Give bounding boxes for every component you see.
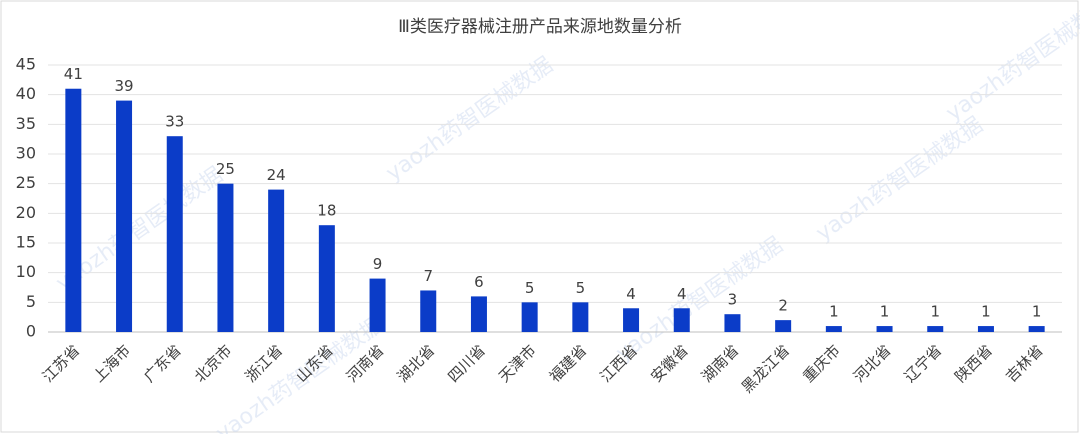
- y-tick-label: 5: [26, 292, 36, 311]
- bar: [977, 326, 994, 332]
- y-tick-label: 25: [16, 173, 36, 192]
- bar: [623, 308, 640, 332]
- data-label: 6: [474, 273, 484, 291]
- data-label: 1: [1032, 303, 1042, 321]
- y-tick-label: 20: [16, 203, 36, 222]
- y-tick-label: 15: [16, 233, 36, 252]
- data-label: 9: [373, 255, 383, 273]
- bar: [217, 183, 234, 332]
- y-tick-label: 35: [16, 114, 36, 133]
- y-tick-label: 10: [16, 262, 36, 281]
- data-label: 7: [423, 267, 433, 285]
- bar: [268, 189, 285, 332]
- data-label: 5: [576, 279, 586, 297]
- bar: [369, 278, 386, 332]
- bar: [116, 100, 133, 332]
- data-label: 3: [728, 291, 738, 309]
- bar: [724, 314, 741, 332]
- data-label: 24: [267, 166, 286, 184]
- bar: [775, 320, 792, 332]
- y-tick-label: 40: [16, 84, 36, 103]
- bar: [1028, 326, 1045, 332]
- bar: [927, 326, 944, 332]
- y-tick-label: 45: [16, 55, 36, 74]
- bar: [166, 136, 183, 332]
- data-label: 1: [829, 303, 839, 321]
- bar: [825, 326, 842, 332]
- y-tick-label: 0: [26, 322, 36, 341]
- data-label: 33: [165, 113, 184, 131]
- data-label: 1: [981, 303, 991, 321]
- data-label: 18: [317, 202, 336, 220]
- bar: [572, 302, 589, 332]
- data-label: 1: [880, 303, 890, 321]
- bar: [876, 326, 893, 332]
- bar: [318, 225, 335, 332]
- bar: [420, 290, 437, 332]
- bar: [65, 88, 82, 332]
- data-label: 39: [115, 77, 134, 95]
- bar: [521, 302, 538, 332]
- y-tick-label: 30: [16, 144, 36, 163]
- bar: [470, 296, 487, 332]
- data-label: 4: [677, 285, 687, 303]
- data-label: 4: [626, 285, 636, 303]
- data-label: 1: [930, 303, 940, 321]
- data-label: 25: [216, 160, 235, 178]
- data-label: 41: [64, 65, 83, 83]
- data-label: 2: [778, 297, 788, 315]
- chart-title: Ⅲ类医疗器械注册产品来源地数量分析: [398, 17, 682, 37]
- data-label: 5: [525, 279, 535, 297]
- bar: [673, 308, 690, 332]
